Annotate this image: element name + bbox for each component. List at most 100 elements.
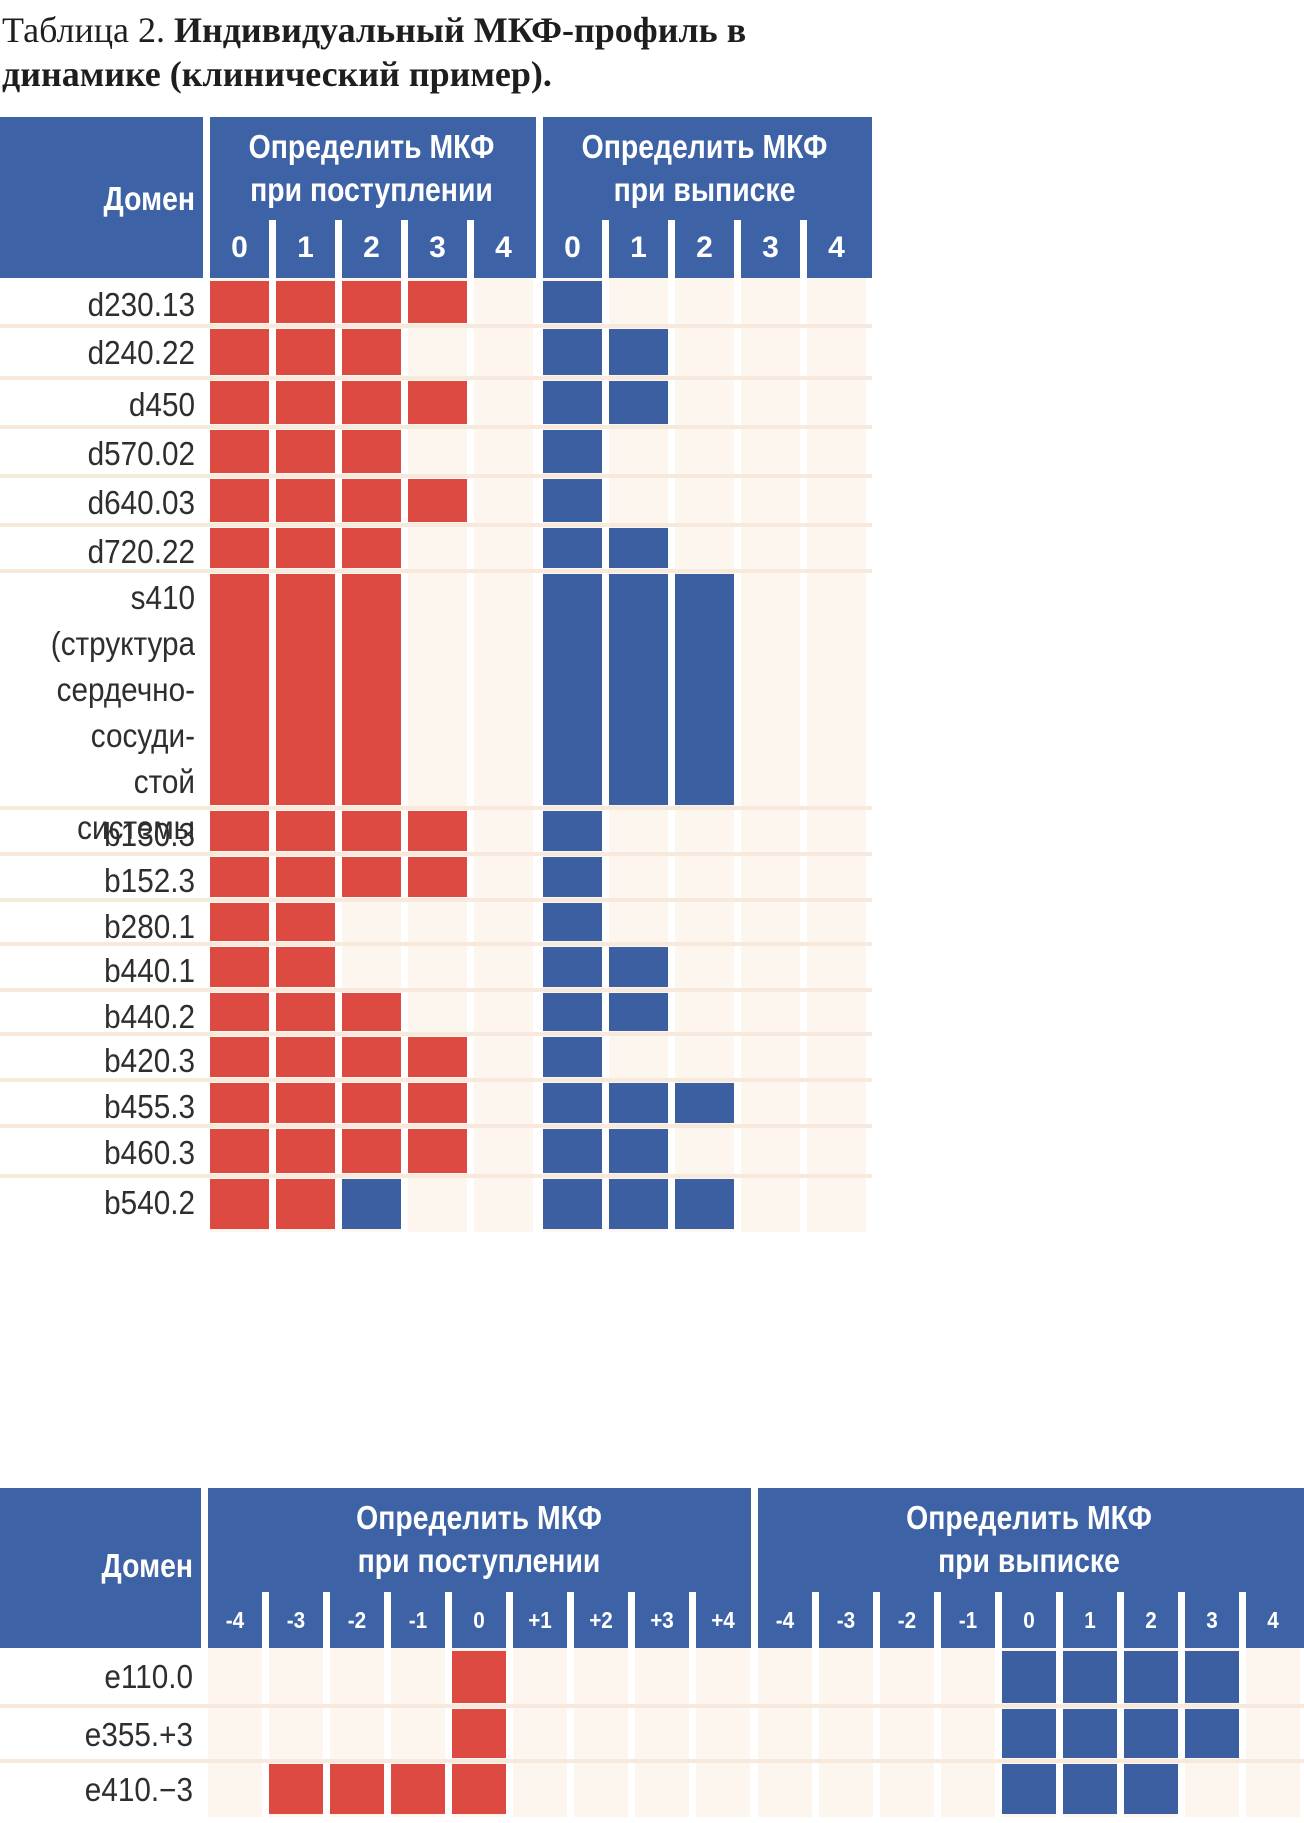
discharge-score-cell xyxy=(1002,1651,1056,1703)
column-separator xyxy=(873,1592,880,1648)
discharge-col-label: -2 xyxy=(897,1607,917,1633)
admission-score-cell xyxy=(276,811,335,851)
column-separator xyxy=(384,1592,391,1648)
discharge-score-cell xyxy=(543,1129,602,1173)
discharge-col-label: 0 xyxy=(1023,1607,1035,1633)
column-separator xyxy=(628,1592,635,1648)
column-separator xyxy=(467,220,474,278)
admission-score-cell xyxy=(210,811,269,851)
admission-header-line: Определить МКФ xyxy=(248,128,495,165)
column-separator xyxy=(567,1592,574,1648)
discharge-column-bg xyxy=(807,278,866,1232)
header-separator xyxy=(751,1488,758,1648)
admission-score-cell xyxy=(276,903,335,941)
domain-code-line: d240.22 xyxy=(87,334,195,371)
domain-code-line: e410.−3 xyxy=(84,1771,193,1808)
domain-code: b440.1 xyxy=(0,948,195,994)
column-separator xyxy=(800,220,807,278)
admission-score-cell xyxy=(276,993,335,1031)
admission-score-cell xyxy=(210,479,269,522)
discharge-score-cell xyxy=(543,430,602,473)
domain-code: e110.0 xyxy=(0,1654,193,1700)
domain-code-line: s410 xyxy=(130,579,195,616)
row-divider xyxy=(0,523,872,527)
admission-score-cell xyxy=(210,329,269,375)
header-separator xyxy=(536,117,543,278)
domain-code-line: e110.0 xyxy=(104,1658,193,1695)
admission-col-label: 2 xyxy=(363,231,380,264)
column-separator xyxy=(995,1592,1002,1648)
domain-code: b280.1 xyxy=(0,904,195,950)
discharge-score-cell xyxy=(543,903,602,941)
admission-column-bg xyxy=(513,1648,567,1817)
discharge-col-label: 0 xyxy=(564,231,581,264)
discharge-col-label: 2 xyxy=(696,231,713,264)
row-divider xyxy=(0,1704,1304,1708)
discharge-score-cell xyxy=(675,1179,734,1229)
domain-code: e355.+3 xyxy=(0,1712,193,1758)
admission-score-cell xyxy=(276,574,335,805)
admission-score-cell xyxy=(276,381,335,424)
domain-code-line: b460.3 xyxy=(104,1134,195,1171)
domain-code: e410.−3 xyxy=(0,1767,193,1813)
discharge-column-bg xyxy=(758,1648,812,1817)
domain-code-line: (структура xyxy=(50,625,195,662)
admission-score-cell xyxy=(342,1179,401,1229)
domain-code: b152.3 xyxy=(0,858,195,904)
column-separator xyxy=(323,1592,330,1648)
admission-score-cell xyxy=(342,857,401,897)
admission-column-bg xyxy=(696,1648,750,1817)
row-divider xyxy=(0,569,872,573)
admission-score-cell xyxy=(342,811,401,851)
domain-code: d640.03 xyxy=(0,480,195,526)
domain-code: d450 xyxy=(0,382,195,428)
domain-code-line: сердечно- xyxy=(56,671,195,708)
domain-code: b460.3 xyxy=(0,1130,195,1176)
admission-score-cell xyxy=(391,1764,445,1814)
discharge-score-cell xyxy=(1063,1709,1117,1758)
admission-col-label: -4 xyxy=(225,1607,245,1633)
discharge-score-cell xyxy=(543,811,602,851)
admission-score-cell xyxy=(210,281,269,323)
discharge-score-cell xyxy=(1002,1764,1056,1814)
column-separator xyxy=(335,220,342,278)
admission-col-label: +3 xyxy=(650,1607,674,1633)
admission-score-cell xyxy=(276,479,335,522)
admission-score-cell xyxy=(210,993,269,1031)
admission-score-cell xyxy=(408,1083,467,1123)
admission-score-cell xyxy=(210,430,269,473)
discharge-score-cell xyxy=(609,329,668,375)
discharge-col-label: 3 xyxy=(762,231,779,264)
admission-score-cell xyxy=(342,430,401,473)
discharge-header-line: Определить МКФ xyxy=(906,1499,1152,1536)
admission-score-cell xyxy=(408,1037,467,1077)
admission-score-cell xyxy=(210,1037,269,1077)
admission-score-cell xyxy=(210,857,269,897)
row-divider xyxy=(0,942,872,946)
admission-score-cell xyxy=(330,1764,384,1814)
discharge-score-cell xyxy=(543,993,602,1031)
discharge-col-label: -1 xyxy=(958,1607,978,1633)
admission-col-label: -1 xyxy=(408,1607,428,1633)
discharge-score-cell xyxy=(609,1083,668,1123)
admission-score-cell xyxy=(408,479,467,522)
discharge-score-cell xyxy=(543,1037,602,1077)
column-separator xyxy=(445,1592,452,1648)
admission-col-label: 1 xyxy=(297,231,314,264)
discharge-score-cell xyxy=(609,993,668,1031)
discharge-score-cell xyxy=(609,1129,668,1173)
admission-col-label: +2 xyxy=(589,1607,613,1633)
domain-code-line: d720.22 xyxy=(87,533,195,570)
admission-score-cell xyxy=(276,1129,335,1173)
admission-score-cell xyxy=(276,430,335,473)
admission-col-label: -2 xyxy=(347,1607,367,1633)
admission-score-cell xyxy=(342,281,401,323)
column-separator xyxy=(689,1592,696,1648)
domain-code: b420.3 xyxy=(0,1038,195,1084)
row-divider xyxy=(0,1124,872,1128)
domain-code-line: b280.1 xyxy=(104,908,195,945)
admission-score-cell xyxy=(276,1037,335,1077)
admission-score-cell xyxy=(210,947,269,987)
discharge-score-cell xyxy=(609,574,668,805)
discharge-score-cell xyxy=(543,574,602,805)
